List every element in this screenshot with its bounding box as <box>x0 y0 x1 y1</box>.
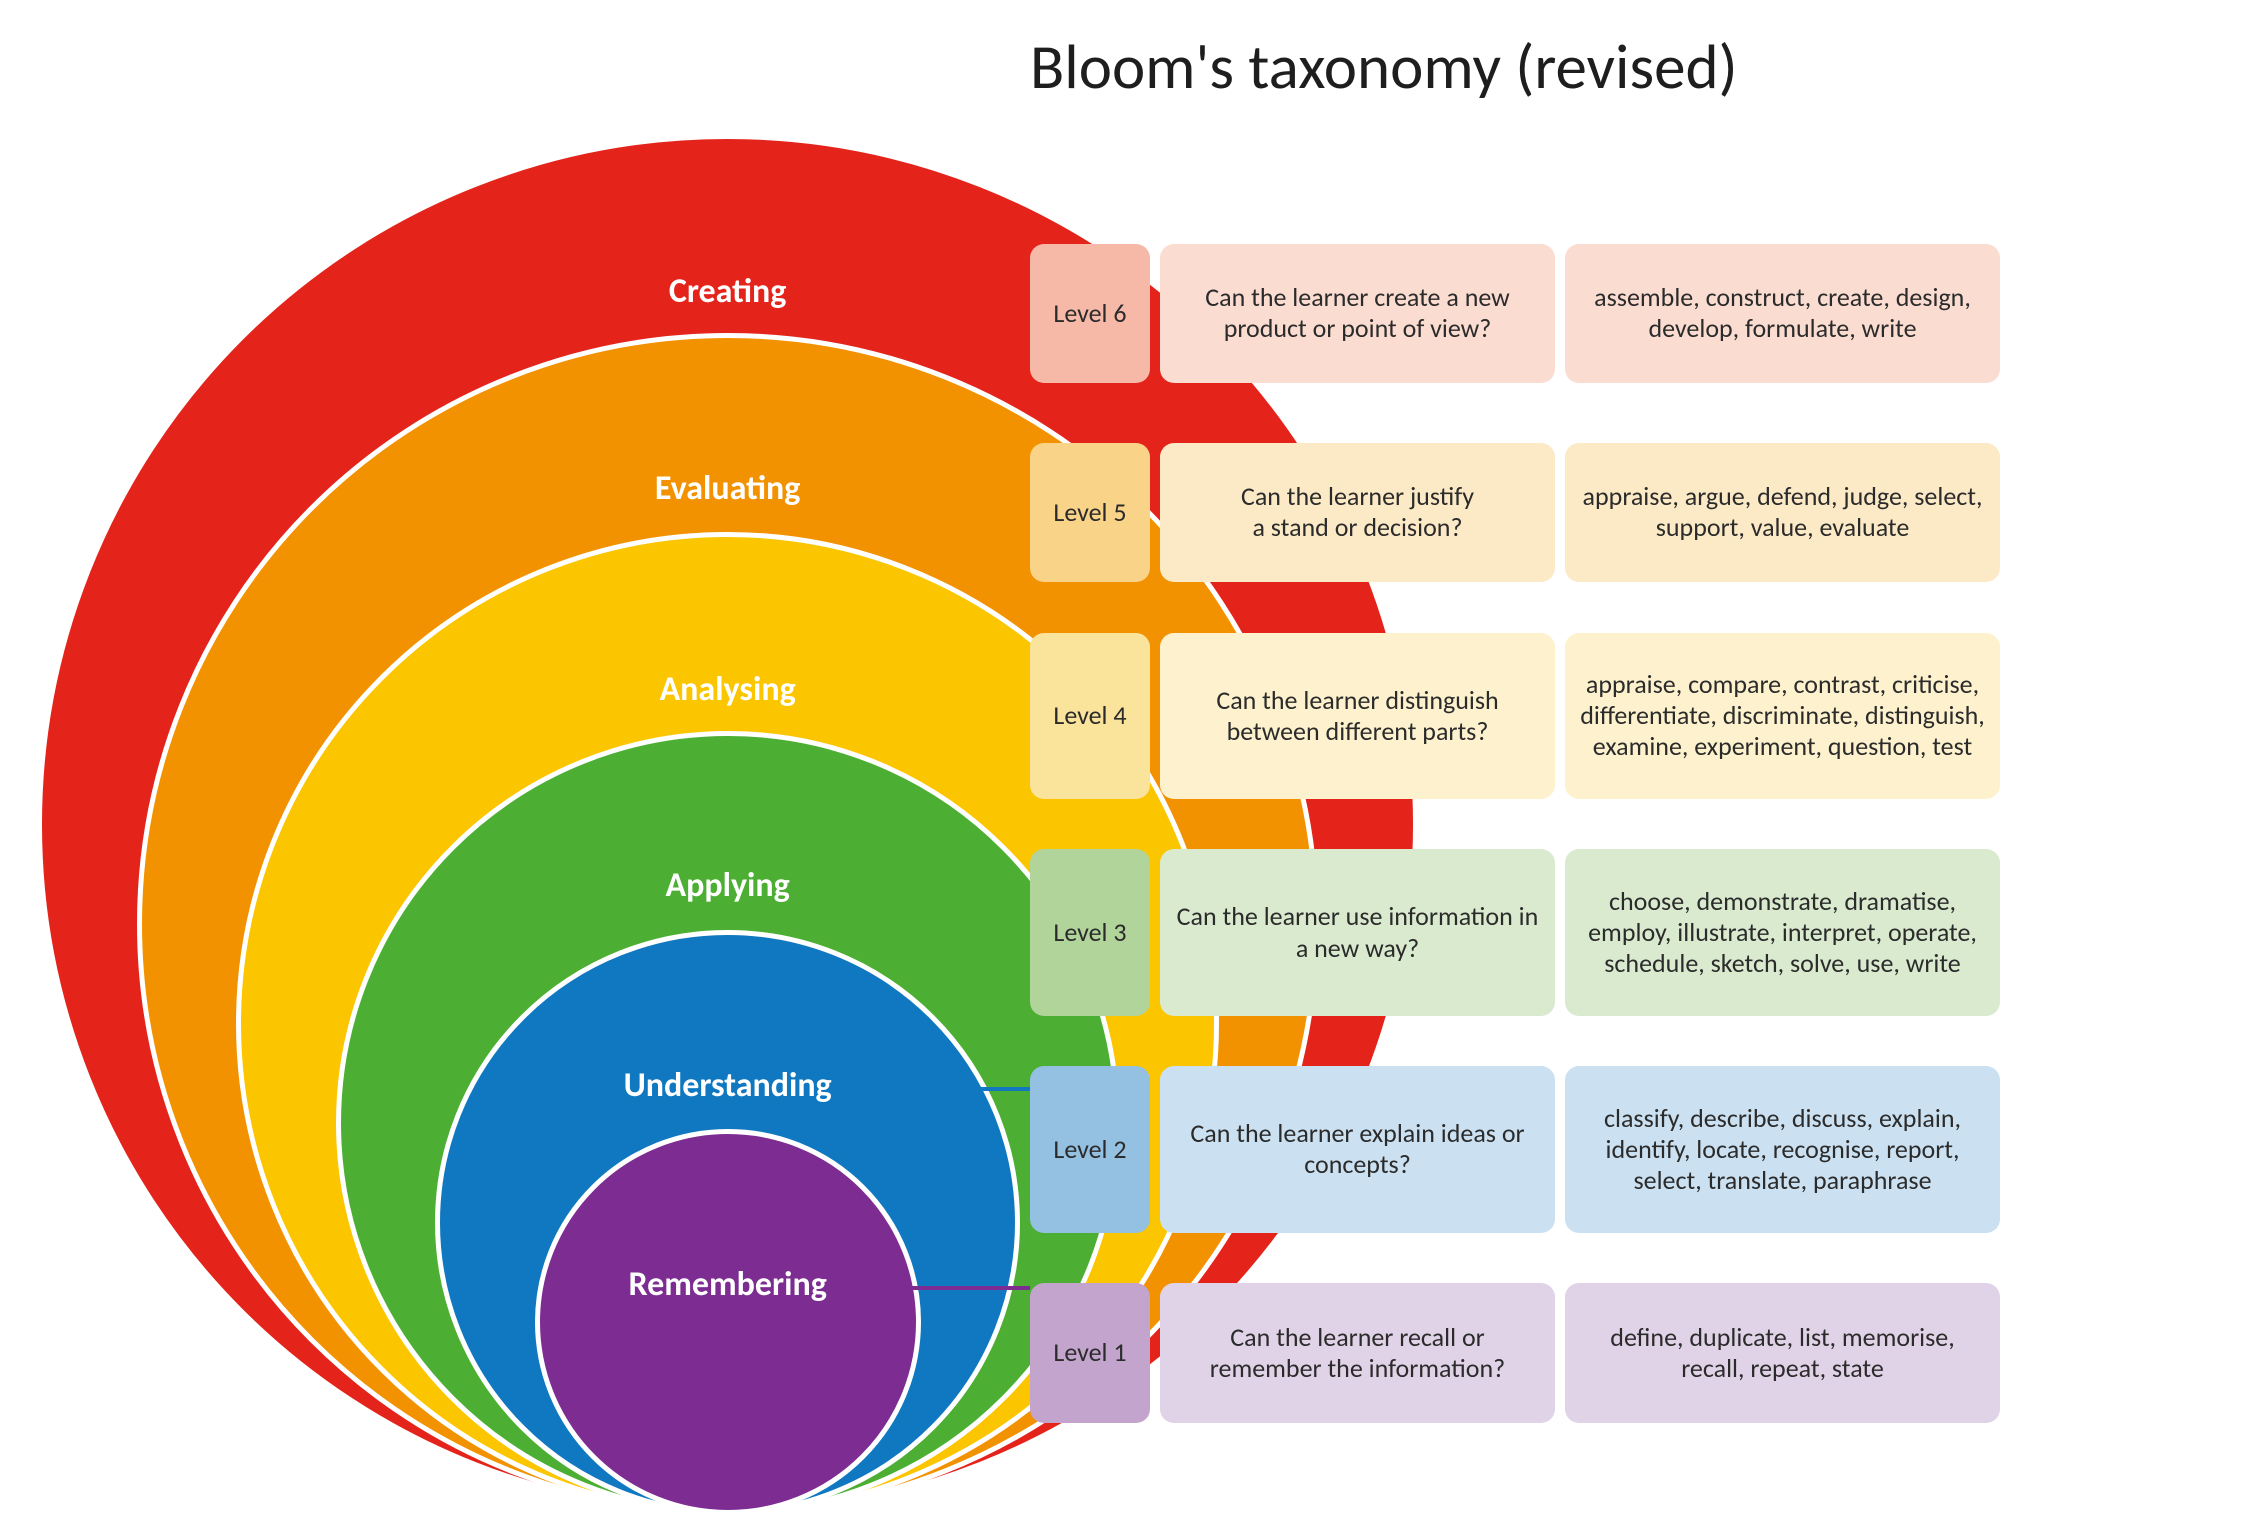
circle-label-remembering: Remembering <box>568 1264 888 1305</box>
level-badge-6: Level 6 <box>1030 244 1150 384</box>
row-level-6: Level 6Can the learner create a newprodu… <box>1030 244 2000 384</box>
diagram-title: Bloom's taxonomy (revised) <box>1030 28 1738 105</box>
connector-evaluating <box>891 490 1030 494</box>
level-badge-2: Level 2 <box>1030 1066 1150 1232</box>
row-level-5: Level 5Can the learner justifya stand or… <box>1030 443 2000 583</box>
level-badge-5: Level 5 <box>1030 443 1150 583</box>
verbs-1: define, duplicate, list, memorise, recal… <box>1565 1283 2000 1423</box>
verbs-2: classify, describe, discuss, explain, id… <box>1565 1066 2000 1232</box>
question-3: Can the learner use information in a new… <box>1160 849 1555 1015</box>
circle-label-analysing: Analysing <box>568 669 888 710</box>
circle-label-applying: Applying <box>568 865 888 906</box>
connector-remembering <box>891 1286 1030 1290</box>
circle-label-creating: Creating <box>568 271 888 312</box>
verbs-4: appraise, compare, contrast, criticise, … <box>1565 633 2000 799</box>
connector-applying <box>891 887 1030 891</box>
level-badge-4: Level 4 <box>1030 633 1150 799</box>
circle-label-understanding: Understanding <box>568 1065 888 1106</box>
verbs-6: assemble, construct, create, design, dev… <box>1565 244 2000 384</box>
verbs-5: appraise, argue, defend, judge, select, … <box>1565 443 2000 583</box>
blooms-taxonomy-diagram: Bloom's taxonomy (revised) Creating Evalu… <box>0 0 2265 1049</box>
level-badge-1: Level 1 <box>1030 1283 1150 1423</box>
question-2: Can the learner explain ideas or concept… <box>1160 1066 1555 1232</box>
circle-label-evaluating: Evaluating <box>568 468 888 509</box>
row-level-1: Level 1Can the learner recall or remembe… <box>1030 1283 2000 1423</box>
verbs-3: choose, demonstrate, dramatise, employ, … <box>1565 849 2000 1015</box>
question-1: Can the learner recall or remember the i… <box>1160 1283 1555 1423</box>
circle-remembering <box>535 1129 921 1515</box>
row-level-3: Level 3Can the learner use information i… <box>1030 849 2000 1015</box>
question-6: Can the learner create a newproduct or p… <box>1160 244 1555 384</box>
connector-understanding <box>891 1087 1030 1091</box>
question-4: Can the learner distinguishbetween diffe… <box>1160 633 1555 799</box>
connector-analysing <box>891 691 1030 695</box>
level-badge-3: Level 3 <box>1030 849 1150 1015</box>
connector-creating <box>891 293 1030 297</box>
row-level-2: Level 2Can the learner explain ideas or … <box>1030 1066 2000 1232</box>
row-level-4: Level 4Can the learner distinguishbetwee… <box>1030 633 2000 799</box>
question-5: Can the learner justifya stand or decisi… <box>1160 443 1555 583</box>
